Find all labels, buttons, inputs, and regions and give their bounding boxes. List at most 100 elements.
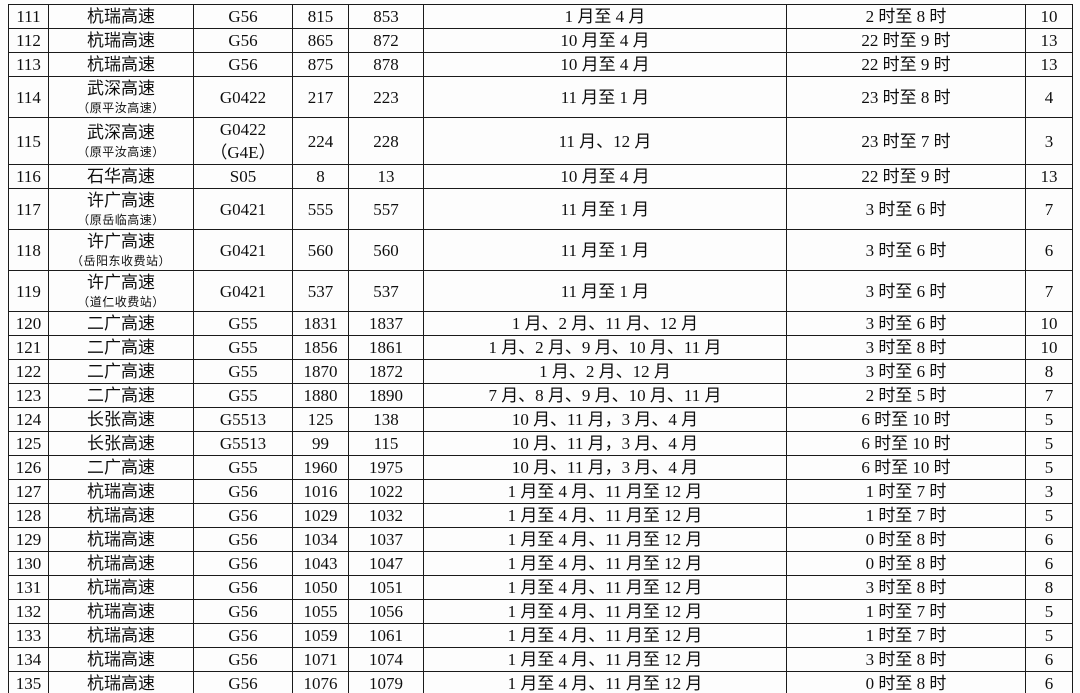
months-cell: 1 月至 4 月、11 月至 12 月 bbox=[423, 527, 787, 552]
start-km-cell: 1870 bbox=[292, 359, 349, 384]
highway-name: 许广高速 bbox=[87, 232, 155, 251]
road-code: G56 bbox=[228, 554, 258, 573]
months-cell: 1 月至 4 月、11 月至 12 月 bbox=[423, 551, 787, 576]
start-km-cell: 1831 bbox=[292, 311, 349, 336]
count-cell: 6 bbox=[1025, 671, 1073, 693]
hours-cell: 0 时至 8 时 bbox=[786, 671, 1026, 693]
end-km-cell: 1861 bbox=[348, 335, 424, 360]
hours-cell: 0 时至 8 时 bbox=[786, 527, 1026, 552]
road-code-cell: G5513 bbox=[193, 407, 293, 432]
start-km-cell: 1016 bbox=[292, 479, 349, 504]
highway-name: 杭瑞高速 bbox=[87, 31, 155, 50]
start-km-cell: 1880 bbox=[292, 383, 349, 408]
end-km-cell: 1975 bbox=[348, 455, 424, 480]
count-cell: 10 bbox=[1025, 4, 1073, 29]
hours-cell: 1 时至 7 时 bbox=[786, 479, 1026, 504]
row-number-cell: 128 bbox=[8, 503, 49, 528]
start-km-cell: 1071 bbox=[292, 647, 349, 672]
count-cell: 6 bbox=[1025, 551, 1073, 576]
highway-name-cell: 杭瑞高速 bbox=[48, 479, 194, 504]
highway-name-cell: 杭瑞高速 bbox=[48, 647, 194, 672]
road-code: G56 bbox=[228, 7, 258, 26]
highway-name-cell: 许广高速 （岳阳东收费站） bbox=[48, 229, 194, 271]
count-cell: 6 bbox=[1025, 647, 1073, 672]
row-number-cell: 124 bbox=[8, 407, 49, 432]
end-km-cell: 1837 bbox=[348, 311, 424, 336]
end-km-cell: 115 bbox=[348, 431, 424, 456]
road-code-cell: G56 bbox=[193, 599, 293, 624]
row-number-cell: 122 bbox=[8, 359, 49, 384]
road-code-cell: G0421 bbox=[193, 188, 293, 230]
highway-name: 杭瑞高速 bbox=[87, 626, 155, 645]
highway-name: 许广高速 bbox=[87, 273, 155, 292]
hours-cell: 6 时至 10 时 bbox=[786, 407, 1026, 432]
row-number-cell: 116 bbox=[8, 164, 49, 189]
highway-name: 杭瑞高速 bbox=[87, 674, 155, 693]
start-km-cell: 1960 bbox=[292, 455, 349, 480]
hours-cell: 3 时至 6 时 bbox=[786, 188, 1026, 230]
highway-name-cell: 长张高速 bbox=[48, 407, 194, 432]
row-number-cell: 114 bbox=[8, 76, 49, 118]
end-km-cell: 878 bbox=[348, 52, 424, 77]
highway-name: 二广高速 bbox=[87, 338, 155, 357]
road-code: G0421 bbox=[219, 240, 267, 260]
table-row: 134 杭瑞高速 G56 1071 1074 1 月至 4 月、11 月至 12… bbox=[8, 647, 1073, 672]
highway-subname: （原平汝高速） bbox=[77, 101, 165, 115]
count-cell: 5 bbox=[1025, 503, 1073, 528]
table-row: 135 杭瑞高速 G56 1076 1079 1 月至 4 月、11 月至 12… bbox=[8, 671, 1073, 693]
road-code: G56 bbox=[228, 506, 258, 525]
row-number-cell: 121 bbox=[8, 335, 49, 360]
months-cell: 1 月至 4 月、11 月至 12 月 bbox=[423, 623, 787, 648]
road-code: G56 bbox=[228, 55, 258, 74]
months-cell: 11 月至 1 月 bbox=[423, 229, 787, 271]
row-number-cell: 126 bbox=[8, 455, 49, 480]
table-row: 112 杭瑞高速 G56 865 872 10 月至 4 月 22 时至 9 时… bbox=[8, 28, 1073, 53]
highway-name-cell: 杭瑞高速 bbox=[48, 623, 194, 648]
highway-name-cell: 武深高速 （原平汝高速） bbox=[48, 117, 194, 165]
end-km-cell: 1047 bbox=[348, 551, 424, 576]
hours-cell: 3 时至 6 时 bbox=[786, 311, 1026, 336]
road-code-cell: G56 bbox=[193, 551, 293, 576]
start-km-cell: 537 bbox=[292, 270, 349, 312]
end-km-cell: 537 bbox=[348, 270, 424, 312]
highway-name-cell: 杭瑞高速 bbox=[48, 52, 194, 77]
table-row: 131 杭瑞高速 G56 1050 1051 1 月至 4 月、11 月至 12… bbox=[8, 575, 1073, 600]
road-code-secondary: （G4E） bbox=[210, 143, 276, 162]
months-cell: 1 月、2 月、11 月、12 月 bbox=[423, 311, 787, 336]
road-code: G56 bbox=[228, 626, 258, 645]
road-code-cell: G5513 bbox=[193, 431, 293, 456]
row-number-cell: 118 bbox=[8, 229, 49, 271]
count-cell: 13 bbox=[1025, 52, 1073, 77]
highway-name-cell: 杭瑞高速 bbox=[48, 28, 194, 53]
highway-name: 杭瑞高速 bbox=[87, 7, 155, 26]
highway-name: 许广高速 bbox=[87, 191, 155, 210]
highway-name: 杭瑞高速 bbox=[87, 506, 155, 525]
highway-name: 杭瑞高速 bbox=[87, 55, 155, 74]
start-km-cell: 224 bbox=[292, 117, 349, 165]
months-cell: 1 月至 4 月 bbox=[423, 4, 787, 29]
road-code: G56 bbox=[228, 482, 258, 501]
count-cell: 3 bbox=[1025, 117, 1073, 165]
months-cell: 1 月、2 月、12 月 bbox=[423, 359, 787, 384]
hours-cell: 0 时至 8 时 bbox=[786, 551, 1026, 576]
hours-cell: 1 时至 7 时 bbox=[786, 623, 1026, 648]
highway-name: 杭瑞高速 bbox=[87, 554, 155, 573]
road-code: G56 bbox=[228, 674, 258, 693]
end-km-cell: 1037 bbox=[348, 527, 424, 552]
hours-cell: 22 时至 9 时 bbox=[786, 164, 1026, 189]
table-row: 130 杭瑞高速 G56 1043 1047 1 月至 4 月、11 月至 12… bbox=[8, 551, 1073, 576]
months-cell: 1 月至 4 月、11 月至 12 月 bbox=[423, 575, 787, 600]
road-code: G0422 bbox=[219, 87, 267, 107]
highway-subname: （原平汝高速） bbox=[77, 145, 165, 159]
road-code-cell: G56 bbox=[193, 527, 293, 552]
count-cell: 7 bbox=[1025, 383, 1073, 408]
highway-name: 二广高速 bbox=[87, 458, 155, 477]
road-code: G5513 bbox=[219, 434, 267, 453]
road-code-cell: G56 bbox=[193, 4, 293, 29]
start-km-cell: 1856 bbox=[292, 335, 349, 360]
count-cell: 10 bbox=[1025, 311, 1073, 336]
highway-subname: （道仁收费站） bbox=[77, 295, 165, 309]
highway-name-cell: 杭瑞高速 bbox=[48, 551, 194, 576]
hours-cell: 3 时至 8 时 bbox=[786, 335, 1026, 360]
start-km-cell: 125 bbox=[292, 407, 349, 432]
